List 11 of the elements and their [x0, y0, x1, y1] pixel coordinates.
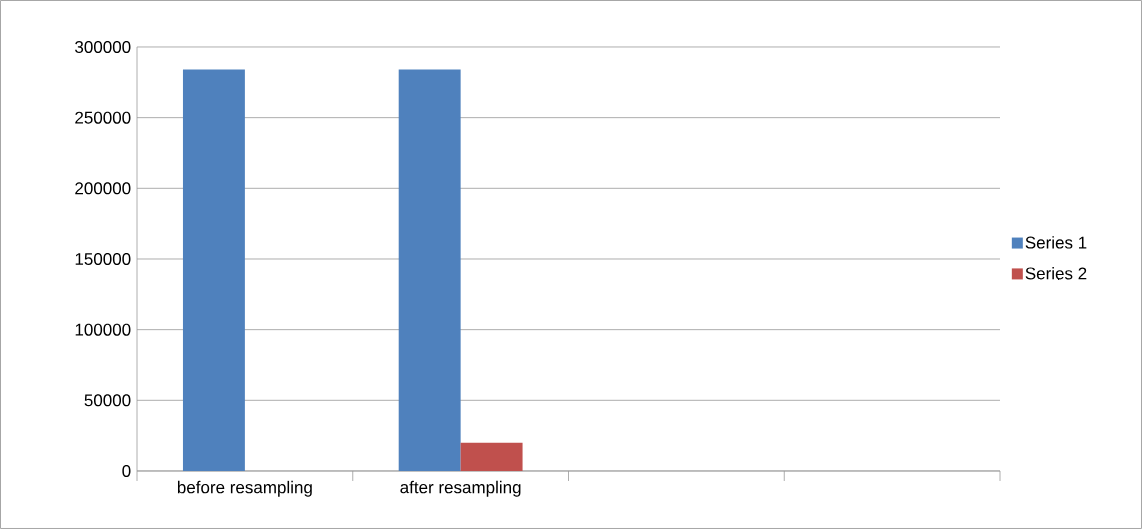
legend-label: Series 1 [1025, 236, 1087, 249]
y-tick-label: 150000 [75, 252, 131, 266]
y-tick-label: 250000 [75, 111, 131, 124]
y-tick-label: 300000 [75, 40, 131, 54]
x-tick-label: after resampling [400, 480, 521, 497]
legend-label: Series 2 [1025, 266, 1087, 280]
y-tick-label: 0 [122, 464, 131, 478]
y-tick-label: 100000 [75, 323, 131, 336]
x-tick-label: before resampling [177, 480, 312, 497]
y-tick-label: 50000 [84, 394, 131, 407]
y-tick-label: 200000 [75, 182, 131, 195]
